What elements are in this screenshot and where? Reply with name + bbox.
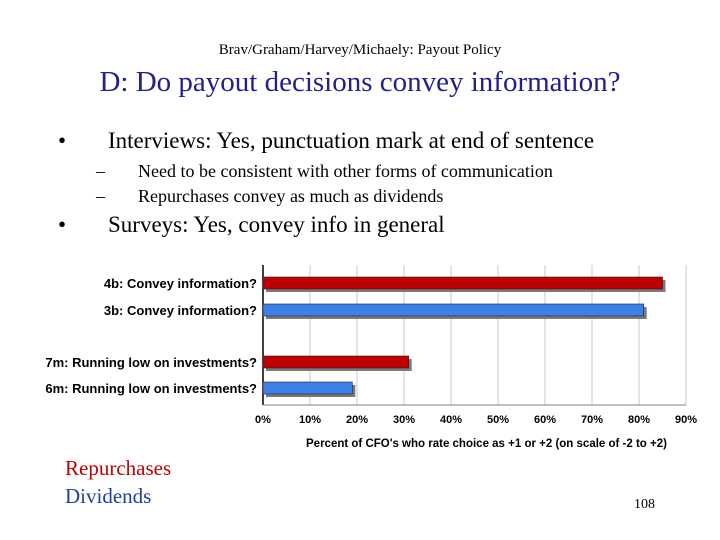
sub-bullet-dash: – xyxy=(96,186,105,206)
bar xyxy=(262,381,353,395)
tick-label: 30% xyxy=(393,414,415,426)
category-label: 7m: Running low on investments? xyxy=(45,355,257,370)
tick-label: 0% xyxy=(255,414,271,426)
category-label: 6m: Running low on investments? xyxy=(45,381,257,396)
tick-label: 60% xyxy=(534,414,556,426)
tick-label: 10% xyxy=(299,414,321,426)
legend-repurchases: Repurchases xyxy=(65,456,172,480)
page-number: 108 xyxy=(634,497,655,512)
bar xyxy=(262,303,645,317)
bar xyxy=(262,355,409,369)
tick-label: 50% xyxy=(487,414,509,426)
bullet-text: Interviews: Yes, punctuation mark at end… xyxy=(108,128,595,153)
sub-bullet-text: Need to be consistent with other forms o… xyxy=(138,161,553,181)
slide-header: Brav/Graham/Harvey/Michaely: Payout Poli… xyxy=(218,42,502,58)
tick-label: 40% xyxy=(440,414,462,426)
tick-label: 90% xyxy=(675,414,697,426)
category-label: 4b: Convey information? xyxy=(104,276,257,291)
bullet-dot: • xyxy=(58,212,67,237)
bar-chart: 0% 10% 20% 30% 40% 50% 60% 70% 80% 90% 4b: Convey … xyxy=(45,265,697,450)
sub-bullet-dash: – xyxy=(96,161,105,181)
sub-bullet-text: Repurchases convey as much as dividends xyxy=(138,186,444,206)
tick-label: 70% xyxy=(581,414,603,426)
legend-dividends: Dividends xyxy=(65,484,152,508)
bullet-dot: • xyxy=(58,128,67,153)
category-label: 3b: Convey information? xyxy=(104,303,257,318)
bullet-text: Surveys: Yes, convey info in general xyxy=(108,212,445,237)
x-axis-label: Percent of CFO's who rate choice as +1 o… xyxy=(306,438,667,450)
tick-label: 20% xyxy=(346,414,368,426)
tick-label: 80% xyxy=(628,414,650,426)
slide-title: D: Do payout decisions convey informatio… xyxy=(99,66,621,98)
bar xyxy=(262,276,663,290)
